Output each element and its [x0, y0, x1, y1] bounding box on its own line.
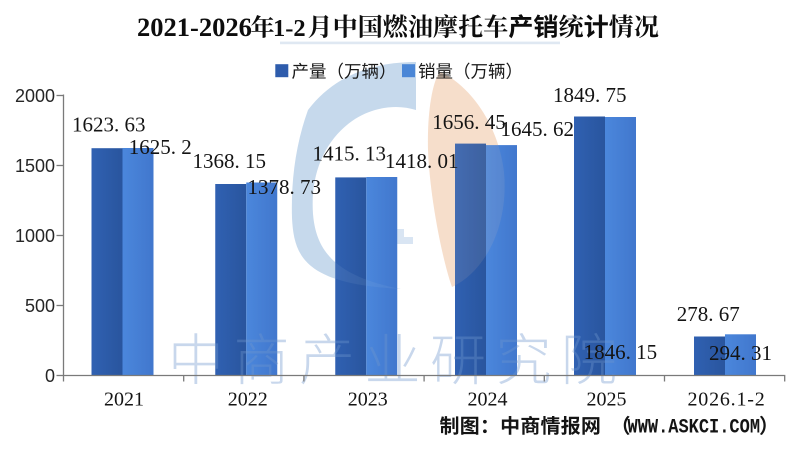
svg-text:2021: 2021 — [104, 389, 144, 411]
svg-text:1849. 75: 1849. 75 — [553, 83, 627, 107]
svg-text:1-2: 1-2 — [273, 15, 306, 42]
svg-text:1415. 13: 1415. 13 — [313, 141, 387, 165]
svg-text:2025: 2025 — [587, 389, 627, 411]
svg-text:1500: 1500 — [15, 156, 55, 176]
svg-text:1656. 45: 1656. 45 — [432, 110, 506, 134]
svg-text:1000: 1000 — [15, 226, 55, 246]
svg-text:1418. 01: 1418. 01 — [385, 149, 459, 173]
svg-text:294. 31: 294. 31 — [709, 341, 772, 365]
svg-text:1846. 15: 1846. 15 — [584, 340, 658, 364]
svg-text:278. 67: 278. 67 — [677, 302, 740, 326]
svg-text:2026.1-2: 2026.1-2 — [687, 389, 765, 411]
svg-text:1368. 15: 1368. 15 — [193, 149, 267, 173]
svg-text:1645. 62: 1645. 62 — [501, 117, 575, 141]
svg-text:WWW.ASKCI.COM: WWW.ASKCI.COM — [628, 416, 761, 439]
svg-text:2022: 2022 — [228, 389, 268, 411]
svg-text:1623. 63: 1623. 63 — [72, 113, 146, 137]
svg-text:2000: 2000 — [15, 86, 55, 106]
svg-text:2024: 2024 — [468, 389, 508, 411]
svg-text:2023: 2023 — [348, 389, 388, 411]
svg-text:1378. 73: 1378. 73 — [248, 175, 322, 199]
svg-text:500: 500 — [25, 296, 55, 316]
svg-text:0: 0 — [45, 366, 55, 386]
svg-text:1625. 2: 1625. 2 — [129, 135, 192, 159]
svg-text:2021-2026: 2021-2026 — [137, 12, 252, 42]
